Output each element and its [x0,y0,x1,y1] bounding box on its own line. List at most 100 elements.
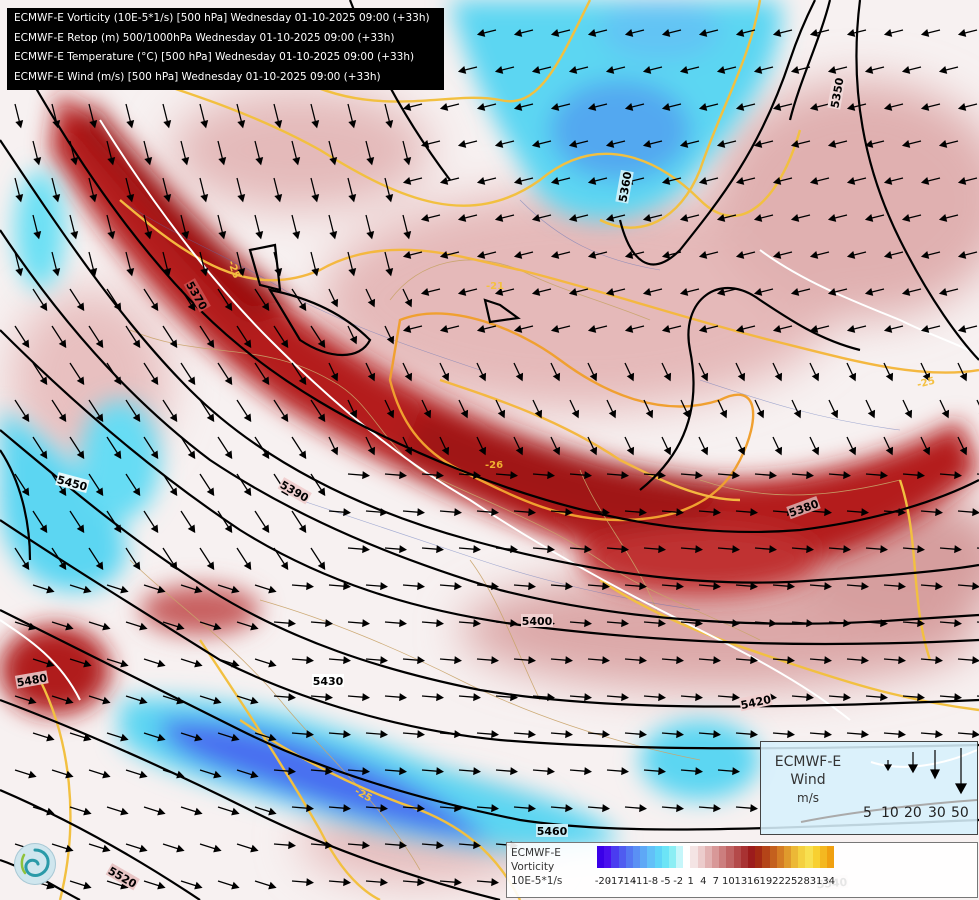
wind-arrow-head [510,471,518,480]
wind-arrow-head [150,376,159,386]
wind-arrow-head [864,66,874,74]
color-swatch [755,846,763,868]
color-swatch [719,846,727,868]
wind-arrow-head [15,267,24,277]
wind-arrow-head [224,524,233,534]
wind-arrow-head [298,524,307,534]
wind-arrow-head [806,471,814,480]
wind-arrow-head [568,140,578,148]
wind-arrow-head [917,693,925,702]
wind-arrow-shaft [273,325,287,345]
wind-arrow-shaft [32,362,46,382]
wind-arrow-head [846,103,856,111]
wind-arrow-head [58,339,67,349]
contour-label: 5400 [522,615,553,628]
wind-arrow-head [200,119,209,129]
wind-arrow-head [362,619,370,628]
wind-arrow-head [102,770,111,779]
color-swatch [747,846,756,868]
color-swatch [647,846,655,868]
contour-label: 5420 [740,693,773,712]
wind-arrow-head [380,508,388,517]
wind-arrow-head [954,693,962,702]
wind-arrow-head [176,770,185,779]
wind-arrow-head [417,878,425,887]
wind-arrow-head [824,656,832,665]
wind-arrow-head [735,103,745,111]
wind-arrow-head [861,582,869,591]
wind-arrow-head [163,267,172,277]
wind-arrow-head [772,103,782,111]
wind-arrow-head [621,471,629,480]
wind-arrow-shaft [180,510,194,530]
title-line-vorticity: ECMWF-E Vorticity (10E-5*1/s) [500 hPa] … [14,12,430,24]
wind-arrow-head [306,804,314,813]
wind-arrow-head [436,545,444,554]
wind-arrow-head [658,545,666,554]
wind-arrow-shaft [217,436,231,456]
wind-arrow-head [510,545,518,554]
wind-arrow-head [343,804,351,813]
title-line-temperature: ECMWF-E Temperature (°C) [500 hPa] Wedne… [14,51,415,63]
wind-arrow-shaft [69,214,76,236]
wind-arrow-head [385,267,394,277]
wind-arrow-head [732,471,740,480]
wind-arrow-head [83,807,92,816]
wind-arrow-head [476,29,486,37]
wind-arrow-shaft [32,510,46,530]
wind-arrow-head [624,251,634,259]
wind-arrow-head [531,288,541,296]
tick-label: 4 [700,876,707,887]
contour-label: 5350 [828,76,846,109]
wind-arrow-shaft [106,510,120,530]
color-swatch [676,846,684,868]
wind-arrow-head [280,339,289,349]
wind-arrow-shaft [310,473,324,493]
wind-arrow-shaft [254,288,268,308]
wind-arrow-head [901,140,911,148]
tick-label: -8 [648,876,659,887]
color-swatch [611,846,619,868]
wind-arrow-head [811,446,820,456]
color-swatch [661,846,669,868]
wind-arrow-head [367,298,376,308]
wind-arrow-head [317,413,326,423]
wind-arrow-head [787,656,795,665]
wind-arrow-head [491,508,499,517]
wind-arrow-head [550,177,560,185]
wind-arrow-head [288,767,296,776]
wind-arrow-head [769,619,777,628]
wind-arrow-head [187,376,196,386]
wind-arrow-head [513,251,523,259]
wind-arrow-shaft [14,251,21,273]
tick-label: 34 [822,876,835,887]
wind-arrow-head [52,193,61,203]
wind-arrow-head [46,659,55,668]
wind-arrow-head [494,214,504,222]
wind-arrow-head [250,844,259,853]
wind-arrow-head [824,508,832,517]
wind-arrow-head [349,409,358,419]
wind-arrow-head [774,446,783,456]
wind-arrow-head [404,298,413,308]
wind-arrow-head [904,409,913,419]
wind-arrow-shaft [236,547,250,567]
wind-arrow-head [753,66,763,74]
wind-arrow-head [809,325,819,333]
wind-arrow-head [218,156,227,166]
wind-arrow-head [330,372,339,382]
wind-arrow-head [70,230,79,240]
wind-arrow-head [547,471,555,480]
wind-arrow-head [454,508,462,517]
wind-arrow-head [809,29,819,37]
wind-arrow-head [399,619,407,628]
wind-arrow-head [476,325,486,333]
title-line-wind: ECMWF-E Wind (m/s) [500 hPa] Wednesday 0… [14,70,381,83]
wind-arrow-head [476,177,486,185]
wind-arrow-head [311,267,320,277]
wind-legend: ECMWF-E Wind m/s 5 10 20 30 50 [760,741,978,835]
wind-arrow-head [658,693,666,702]
wind-arrow-shaft [125,473,139,493]
wind-arrow-head [898,508,906,517]
wind-arrow-head [602,582,610,591]
